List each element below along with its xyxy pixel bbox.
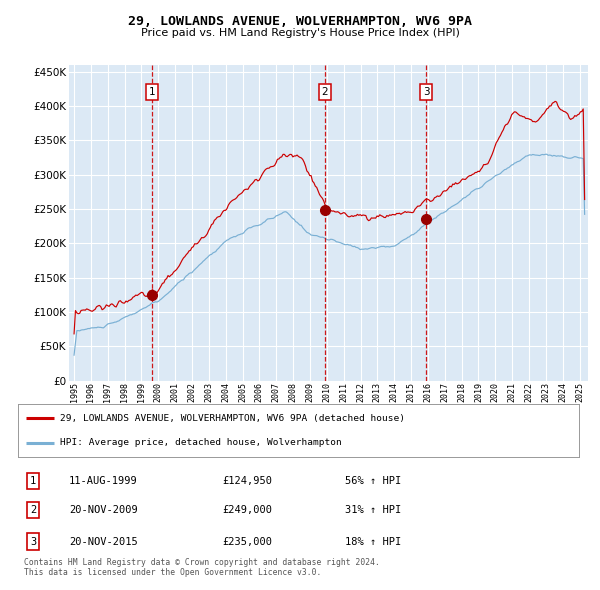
Text: £235,000: £235,000 [222,537,272,546]
Text: HPI: Average price, detached house, Wolverhampton: HPI: Average price, detached house, Wolv… [60,438,342,447]
Text: 2: 2 [322,87,328,97]
Text: Price paid vs. HM Land Registry's House Price Index (HPI): Price paid vs. HM Land Registry's House … [140,28,460,38]
Text: £124,950: £124,950 [222,476,272,486]
Text: 18% ↑ HPI: 18% ↑ HPI [345,537,401,546]
Text: 20-NOV-2009: 20-NOV-2009 [69,506,138,515]
Text: 1: 1 [149,87,155,97]
Text: 29, LOWLANDS AVENUE, WOLVERHAMPTON, WV6 9PA: 29, LOWLANDS AVENUE, WOLVERHAMPTON, WV6 … [128,15,472,28]
Text: 20-NOV-2015: 20-NOV-2015 [69,537,138,546]
Text: 3: 3 [30,537,36,546]
Text: 1: 1 [30,476,36,486]
Text: £249,000: £249,000 [222,506,272,515]
Text: 2: 2 [30,506,36,515]
Text: 29, LOWLANDS AVENUE, WOLVERHAMPTON, WV6 9PA (detached house): 29, LOWLANDS AVENUE, WOLVERHAMPTON, WV6 … [60,414,405,423]
Text: Contains HM Land Registry data © Crown copyright and database right 2024.
This d: Contains HM Land Registry data © Crown c… [24,558,380,577]
Text: 11-AUG-1999: 11-AUG-1999 [69,476,138,486]
Text: 56% ↑ HPI: 56% ↑ HPI [345,476,401,486]
Text: 31% ↑ HPI: 31% ↑ HPI [345,506,401,515]
Text: 3: 3 [423,87,430,97]
